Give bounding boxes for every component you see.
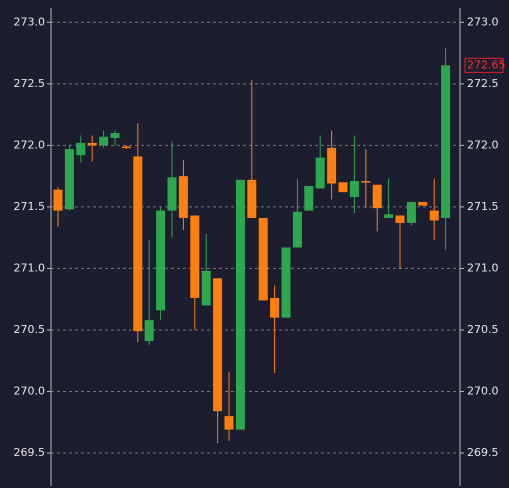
candle-body [178,176,188,218]
candle-body [327,147,337,184]
y-tick-label: 273.0 [14,15,46,28]
candle-body [372,184,382,209]
candle-body [133,156,143,332]
candle-body [270,297,280,318]
candle-body [167,177,177,211]
candle-body [224,416,234,430]
last-price-label: 272.65 [467,58,506,71]
candle-body [190,215,200,298]
candle-body [87,142,97,146]
candle-body [235,179,245,430]
candle-body [349,181,359,198]
candle-body [384,214,394,218]
candle-body [292,211,302,248]
candle-body [201,270,211,306]
candle-body [361,181,371,183]
candle-body [144,320,154,342]
y-tick-label: 271.5 [14,200,46,213]
candle-body [395,215,405,223]
candle-body [406,201,416,223]
y2-tick-label: 273.0 [467,15,499,28]
candle-body [53,189,63,211]
candle-body [76,142,86,156]
candle-body [156,210,166,311]
y2-tick-label: 270.5 [467,323,499,336]
candle-body [213,278,223,412]
y2-tick-label: 269.5 [467,446,499,459]
last-price-box [464,57,504,73]
y-tick-label: 271.0 [14,261,46,274]
candle-body [258,217,268,301]
candle-body [110,133,120,138]
y-tick-label: 270.0 [14,384,46,397]
y2-tick-label: 271.5 [467,200,499,213]
candle-body [121,146,131,149]
candle-body [281,247,291,318]
candle-body [418,201,428,206]
y-tick-label: 272.0 [14,138,46,151]
y2-tick-label: 272.0 [467,138,499,151]
y-tick-label: 269.5 [14,446,46,459]
candle-body [64,149,74,210]
candle-body [429,210,439,221]
y-tick-label: 272.5 [14,77,46,90]
candle-body [304,185,314,211]
y2-tick-label: 272.5 [467,77,499,90]
candle-body [338,182,348,193]
candle-body [315,157,325,189]
candle-body [99,136,109,146]
y2-tick-label: 271.0 [467,261,499,274]
candle-body [441,65,451,218]
y2-tick-label: 270.0 [467,384,499,397]
candle-body [247,179,257,218]
y-tick-label: 270.5 [14,323,46,336]
